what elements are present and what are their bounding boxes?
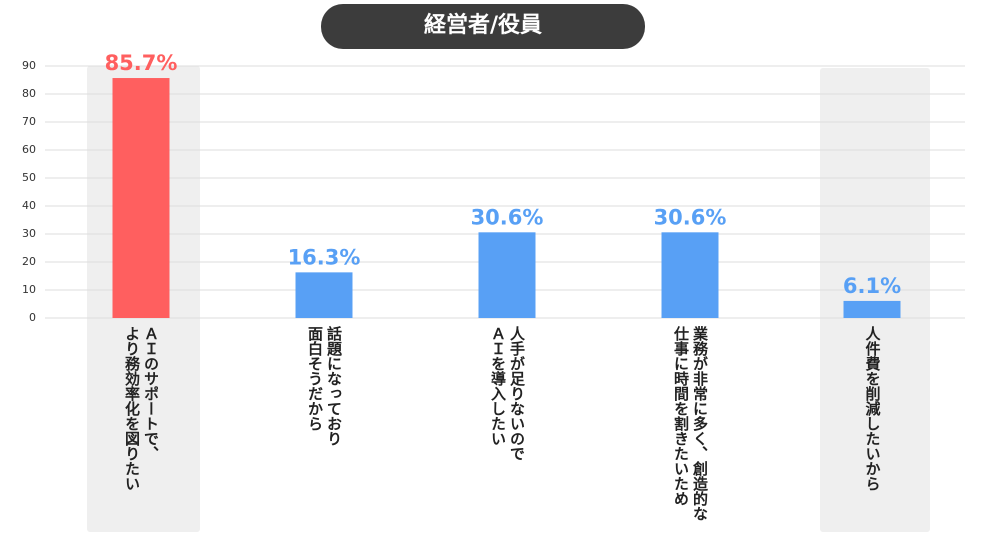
- value-label: 30.6%: [471, 205, 544, 229]
- x-tick-label: 人件費を削減したいから: [863, 326, 882, 491]
- y-tick-label: 30: [22, 227, 36, 240]
- y-tick-label: 20: [22, 255, 36, 268]
- value-label: 85.7%: [105, 51, 178, 75]
- value-label: 6.1%: [843, 274, 901, 298]
- chart-title: 経営者/役員: [424, 12, 542, 38]
- title-pill: [321, 4, 645, 49]
- x-tick-label: 人手が足りないので ＡＩを導入したい: [489, 326, 526, 461]
- y-tick-label: 40: [22, 199, 36, 212]
- bar: [112, 78, 170, 318]
- bar: [843, 300, 901, 318]
- y-tick-label: 10: [22, 283, 36, 296]
- x-tick-label: 業務が非常に多く、創造的な 仕事に時間を割きたいため: [672, 326, 709, 521]
- value-label: 16.3%: [288, 245, 361, 269]
- bar: [295, 272, 353, 318]
- y-tick-label: 80: [22, 87, 36, 100]
- y-tick-label: 50: [22, 171, 36, 184]
- bar: [661, 232, 719, 318]
- y-tick-label: 60: [22, 143, 36, 156]
- x-tick-label: 話題になっており 面白そうだから: [306, 326, 343, 446]
- y-tick-label: 90: [22, 59, 36, 72]
- y-tick-label: 70: [22, 115, 36, 128]
- y-tick-label: 0: [29, 311, 36, 324]
- value-label: 30.6%: [654, 205, 727, 229]
- bar: [478, 232, 536, 318]
- x-tick-label: ＡＩのサポートで、 より務効率化を図りたい: [123, 326, 160, 491]
- highlight: [820, 68, 930, 532]
